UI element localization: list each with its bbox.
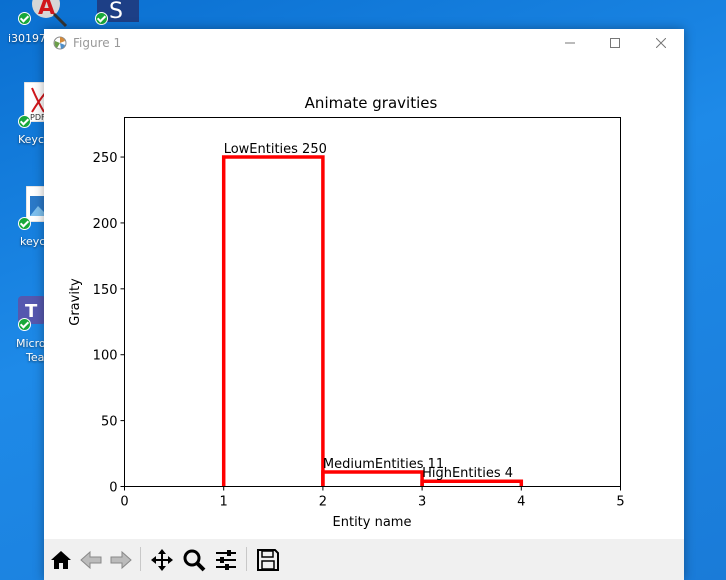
matplotlib-app-icon xyxy=(53,36,67,50)
forward-button[interactable] xyxy=(106,545,134,573)
forward-arrow-icon xyxy=(110,550,132,570)
toolbar-separator xyxy=(140,547,141,571)
sync-check-icon xyxy=(18,318,31,331)
x-tick-label: 3 xyxy=(418,495,426,510)
maximize-button[interactable] xyxy=(592,29,638,57)
minimize-button[interactable] xyxy=(547,29,593,57)
y-axis-label: Gravity xyxy=(68,278,83,326)
window-titlebar[interactable]: Figure 1 xyxy=(44,29,684,57)
x-tick-label: 2 xyxy=(319,495,327,510)
y-tick-label: 50 xyxy=(101,415,118,430)
y-tick-label: 200 xyxy=(93,217,118,232)
x-tick-label: 5 xyxy=(616,495,624,510)
window-title: Figure 1 xyxy=(73,36,122,50)
y-tick-label: 100 xyxy=(93,349,118,364)
back-button[interactable] xyxy=(76,545,104,573)
y-tick-label: 0 xyxy=(109,481,117,496)
figure-canvas[interactable]: Animate gravities 0 1 2 3 4 5 0 50 100 150 200 250 … xyxy=(44,57,684,539)
x-tick-label: 0 xyxy=(120,495,128,510)
y-tick-label: 250 xyxy=(93,151,118,166)
bar-0 xyxy=(221,155,325,487)
x-axis-label: Entity name xyxy=(333,515,412,530)
bar-label-0: LowEntities 250 xyxy=(224,142,327,157)
pan-button[interactable] xyxy=(147,545,175,573)
svg-text:T: T xyxy=(25,301,38,322)
back-arrow-icon xyxy=(80,550,102,570)
svg-text:PDF: PDF xyxy=(30,113,46,122)
svg-text:A: A xyxy=(38,0,55,20)
pan-move-icon xyxy=(151,549,173,571)
save-button[interactable] xyxy=(253,545,281,573)
bar-2 xyxy=(420,479,524,487)
bar-1 xyxy=(321,470,424,487)
zoom-button[interactable] xyxy=(179,545,207,573)
chart-title: Animate gravities xyxy=(305,94,438,112)
desktop-icon-label: Keyc xyxy=(18,133,44,146)
desktop-icon-label: Micro xyxy=(16,337,46,350)
close-icon xyxy=(656,38,666,48)
sync-check-icon xyxy=(18,217,31,230)
home-icon xyxy=(51,551,71,569)
acrobat-reader-icon: A xyxy=(32,0,68,28)
x-tick-label: 4 xyxy=(517,495,525,510)
bar-label-2: HighEntities 4 xyxy=(422,466,513,481)
configure-subplots-button[interactable] xyxy=(211,545,239,573)
desktop-icon-label: Tea xyxy=(26,351,45,364)
bar-label-1: MediumEntities 11 xyxy=(323,457,444,472)
sync-check-icon xyxy=(18,115,31,128)
close-button[interactable] xyxy=(638,29,684,57)
bar-chart: Animate gravities 0 1 2 3 4 5050100150200250 … xyxy=(68,94,625,530)
sliders-icon xyxy=(216,550,236,570)
svg-text:S: S xyxy=(109,0,123,24)
x-tick-label: 1 xyxy=(220,495,228,510)
toolbar-separator xyxy=(246,547,247,571)
home-button[interactable] xyxy=(46,545,74,573)
floppy-disk-icon xyxy=(257,549,279,571)
axes-frame xyxy=(124,117,621,487)
figure-window: Figure 1 Animate gravities 0 1 2 3 4 5 0 50 100 1… xyxy=(44,29,684,580)
desktop-icon-label: i301974 xyxy=(8,32,54,45)
desktop-icon-label: keyc xyxy=(20,235,46,248)
teams-icon: T xyxy=(18,296,46,324)
y-tick-label: 150 xyxy=(93,283,118,298)
sync-check-icon xyxy=(18,12,31,25)
zoom-magnifier-icon xyxy=(183,549,206,572)
navigation-toolbar xyxy=(44,539,684,580)
maximize-icon xyxy=(610,38,620,48)
sync-check-icon xyxy=(95,12,108,25)
minimize-icon xyxy=(565,42,575,44)
